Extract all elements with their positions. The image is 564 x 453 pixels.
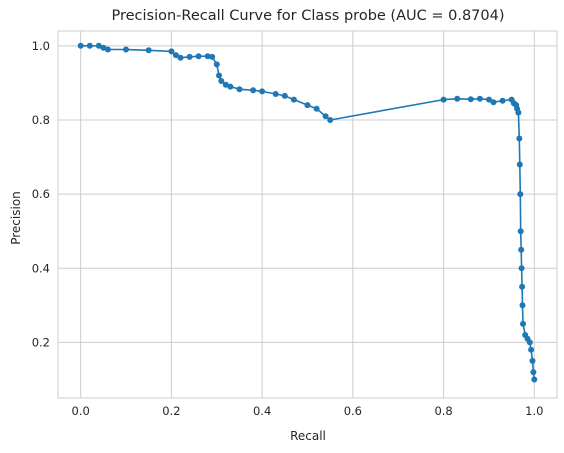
plot-frame (57, 30, 558, 399)
data-point (518, 265, 525, 272)
plot-border (57, 30, 558, 399)
grid-lines (58, 31, 557, 398)
data-point (327, 117, 334, 123)
y-axis-ticks: 0.2 0.4 0.6 0.8 1.0 (32, 39, 50, 350)
data-point (467, 96, 474, 103)
data-point (304, 102, 311, 109)
y-tick-label: 0.6 (32, 187, 50, 201)
data-point (490, 99, 497, 106)
data-point (454, 95, 461, 102)
data-point (519, 283, 526, 290)
data-point (520, 320, 526, 327)
y-tick-label: 0.2 (32, 335, 50, 349)
data-point (530, 369, 537, 376)
data-point (272, 91, 279, 97)
data-point (486, 96, 492, 103)
x-tick-label: 1.0 (525, 404, 543, 418)
series-line (80, 44, 536, 380)
chart-title: Precision-Recall Curve for Class probe (… (111, 8, 504, 24)
data-point (104, 46, 111, 53)
data-point (322, 113, 329, 120)
data-point (172, 52, 179, 59)
data-point (216, 72, 222, 79)
data-point (516, 161, 523, 168)
x-axis-ticks: 0.0 0.2 0.4 0.6 0.8 1.0 (72, 404, 544, 418)
data-point (313, 105, 320, 112)
series-layer (77, 42, 538, 383)
y-tick-label: 0.4 (32, 261, 50, 275)
data-point (499, 97, 506, 104)
x-tick-label: 0.8 (434, 404, 452, 418)
data-point (529, 357, 536, 364)
data-point (209, 53, 216, 60)
data-point (517, 228, 524, 235)
data-point (95, 42, 102, 49)
y-tick-label: 1.0 (32, 39, 50, 53)
data-point (100, 44, 107, 51)
data-point (259, 88, 266, 95)
data-point (528, 346, 535, 353)
data-point (476, 95, 483, 102)
data-point (516, 135, 523, 142)
data-point (517, 191, 524, 198)
data-point (195, 53, 202, 60)
data-point (236, 86, 243, 93)
data-point (531, 376, 538, 383)
x-tick-label: 0.0 (72, 404, 90, 418)
data-point (222, 81, 229, 88)
x-tick-label: 0.4 (253, 404, 271, 418)
data-point (250, 87, 257, 94)
data-point (440, 96, 447, 103)
x-tick-label: 0.2 (162, 404, 180, 418)
data-point (290, 96, 297, 103)
data-point (168, 48, 175, 55)
data-point (515, 109, 522, 116)
data-point (177, 54, 184, 61)
data-point (213, 61, 220, 68)
data-point (186, 53, 193, 60)
data-point (526, 339, 533, 346)
data-point (519, 302, 526, 309)
data-point (77, 42, 84, 49)
data-point (518, 246, 525, 253)
data-point (145, 47, 152, 54)
data-point (86, 42, 93, 49)
data-point (204, 53, 211, 60)
y-axis-label: Precision (9, 191, 23, 245)
data-point (123, 46, 129, 53)
data-point (281, 92, 288, 99)
y-tick-label: 0.8 (32, 113, 50, 127)
x-axis-label: Recall (290, 429, 326, 443)
x-tick-label: 0.6 (344, 404, 362, 418)
data-point (218, 78, 225, 84)
data-point (227, 83, 234, 90)
